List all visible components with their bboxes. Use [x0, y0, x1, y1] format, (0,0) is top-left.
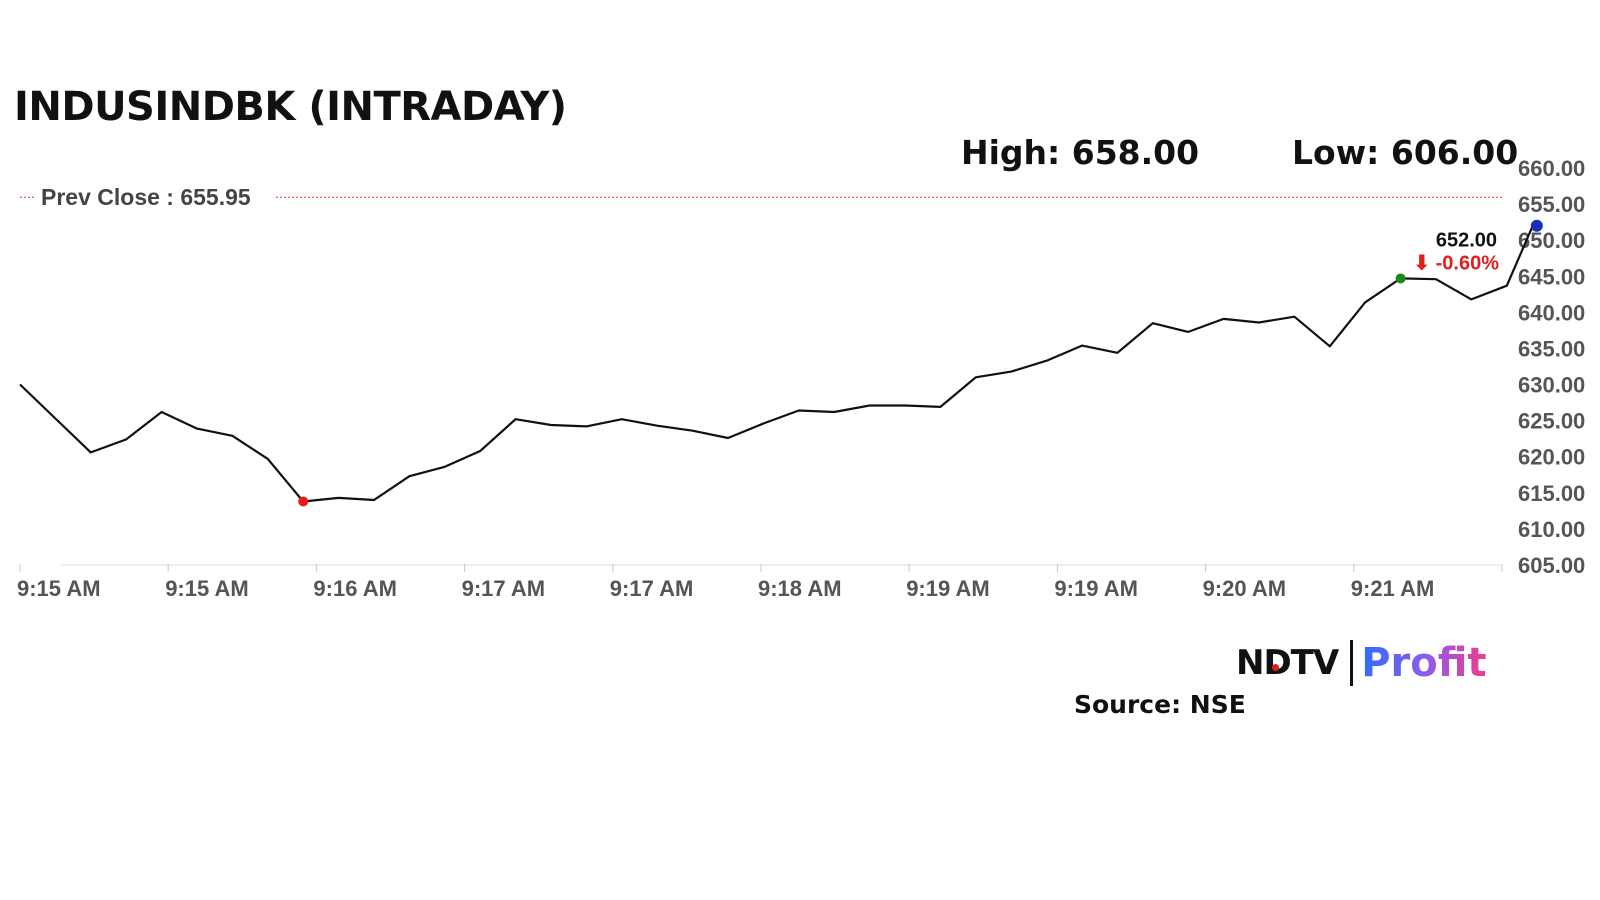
y-tick-label: 645.00 — [1518, 264, 1585, 289]
x-tick-label: 9:17 AM — [610, 576, 694, 601]
x-axis: 9:15 AM 9:15 AM 9:16 AM 9:17 AM 9:17 AM 9:18 … — [17, 564, 1503, 601]
x-tick-label: 9:19 AM — [1054, 576, 1138, 601]
y-tick-label: 635.00 — [1518, 336, 1585, 361]
y-tick-label: 630.00 — [1518, 373, 1585, 398]
x-tick-label: 9:15 AM — [17, 576, 101, 601]
price-line — [19, 225, 1534, 503]
y-axis: 660.00 655.00 650.00 645.00 640.00 635.00 630.… — [1518, 156, 1585, 578]
chart-title: INDUSINDBK (INTRADAY) — [14, 84, 567, 130]
x-tick-label: 9:21 AM — [1351, 576, 1435, 601]
ndtv-profit-logo: NDTV Profit — [1236, 638, 1486, 688]
ndtv-wordmark: NDTV — [1236, 643, 1339, 683]
high-point-marker — [1395, 273, 1406, 284]
prev-close-label: Prev Close : 655.95 — [41, 184, 251, 210]
y-tick-label: 615.00 — [1518, 481, 1585, 506]
x-tick-label: 9:20 AM — [1203, 576, 1287, 601]
high-stat: High: 658.00 — [961, 133, 1200, 172]
y-tick-label: 610.00 — [1518, 517, 1585, 542]
low-stat: Low: 606.00 — [1292, 133, 1519, 172]
x-tick-label: 9:19 AM — [906, 576, 990, 601]
y-tick-label: 640.00 — [1518, 300, 1585, 325]
last-change-label: ⬇ -0.60% — [1413, 253, 1499, 275]
low-point-marker — [298, 496, 309, 507]
source-note: Source: NSE — [1074, 690, 1246, 719]
logo-divider — [1350, 640, 1354, 686]
profit-wordmark: Profit — [1361, 640, 1487, 686]
x-tick-label: 9:17 AM — [462, 576, 546, 601]
x-tick-label: 9:15 AM — [165, 576, 249, 601]
prev-close-group: Prev Close : 655.95 — [20, 184, 1502, 210]
x-tick-label: 9:18 AM — [758, 576, 842, 601]
last-price-label: 652.00 — [1436, 230, 1497, 252]
y-tick-label: 650.00 — [1518, 228, 1585, 253]
y-tick-label: 655.00 — [1518, 192, 1585, 217]
y-tick-label: 620.00 — [1518, 445, 1585, 470]
price-series — [19, 225, 1534, 503]
chart-markers — [298, 219, 1543, 507]
x-tick-label: 9:16 AM — [313, 576, 397, 601]
y-tick-label: 625.00 — [1518, 409, 1585, 434]
last-point-marker — [1530, 219, 1543, 232]
y-tick-label: 660.00 — [1518, 156, 1585, 181]
y-tick-label: 605.00 — [1518, 553, 1585, 578]
